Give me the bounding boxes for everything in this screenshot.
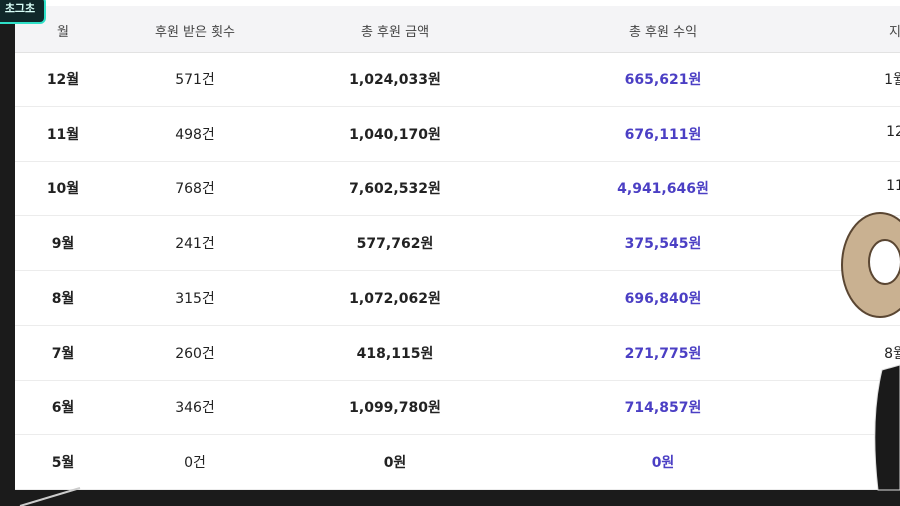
table-cell: 9월 bbox=[51, 236, 75, 253]
table-cell: 0원 bbox=[651, 454, 675, 471]
table-row bbox=[15, 161, 900, 217]
table-row bbox=[15, 435, 900, 490]
table-cell: 10월 bbox=[46, 181, 80, 198]
table-cell: 0원 bbox=[383, 454, 407, 471]
table-cell-clipped: 11 bbox=[886, 178, 900, 195]
table-cell: 6월 bbox=[51, 400, 75, 417]
character-hair bbox=[874, 364, 900, 491]
table-cell: 1,024,033원 bbox=[349, 72, 441, 88]
table-cell: 12월 bbox=[46, 72, 80, 88]
table-cell: 0건 bbox=[184, 454, 206, 471]
table-cell-clipped: 8월 bbox=[884, 345, 900, 362]
column-header: 지 bbox=[889, 25, 900, 40]
table-cell: 1,072,062원 bbox=[349, 290, 441, 307]
column-header: 후원 받은 횟수 bbox=[154, 25, 236, 40]
table-cell-clipped: 1월 bbox=[884, 72, 900, 88]
table-cell: 315건 bbox=[175, 290, 215, 307]
table-cell: 571건 bbox=[175, 72, 215, 88]
donut-character bbox=[841, 212, 900, 318]
column-header: 총 후원 수익 bbox=[628, 25, 698, 40]
table-row bbox=[15, 216, 900, 272]
table-cell: 696,840원 bbox=[624, 290, 702, 307]
table-cell: 676,111원 bbox=[624, 126, 702, 143]
table-cell: 1,099,780원 bbox=[349, 400, 441, 417]
table-cell: 5월 bbox=[51, 454, 75, 471]
table-cell: 11월 bbox=[46, 126, 80, 143]
table-cell: 665,621원 bbox=[624, 72, 702, 88]
stroke-line bbox=[19, 487, 81, 506]
table-cell: 714,857원 bbox=[624, 400, 702, 417]
overlay-badge: 초그초 bbox=[0, 0, 46, 24]
table-cell: 7,602,532원 bbox=[349, 181, 441, 198]
table-cell: 346건 bbox=[175, 400, 215, 417]
table-cell: 375,545원 bbox=[624, 236, 702, 253]
table-cell: 418,115원 bbox=[356, 345, 434, 362]
table-cell: 271,775원 bbox=[624, 345, 702, 362]
table-cell: 577,762원 bbox=[356, 236, 434, 253]
table-cell: 1,040,170원 bbox=[349, 126, 441, 143]
table-header: 월 후원 받은 횟수 총 후원 금액 총 후원 수익 지 bbox=[15, 6, 900, 53]
table-row bbox=[15, 52, 900, 107]
table-cell: 498건 bbox=[175, 126, 215, 143]
table-cell: 4,941,646원 bbox=[617, 181, 709, 198]
table-cell: 260건 bbox=[175, 345, 215, 362]
table-cell: 8월 bbox=[51, 290, 75, 307]
table-cell-clipped: 12 bbox=[886, 123, 900, 140]
table-row bbox=[15, 107, 900, 162]
table-cell: 7월 bbox=[51, 345, 75, 362]
table-row bbox=[15, 271, 900, 326]
table-cell: 241건 bbox=[175, 236, 215, 253]
column-header: 월 bbox=[57, 25, 69, 40]
table-panel: 월 후원 받은 횟수 총 후원 금액 총 후원 수익 지 12월 571건 1,024,03… bbox=[15, 0, 900, 490]
table-cell: 768건 bbox=[175, 181, 215, 198]
column-header: 총 후원 금액 bbox=[360, 25, 430, 40]
table-row bbox=[15, 326, 900, 381]
table-row bbox=[15, 380, 900, 436]
